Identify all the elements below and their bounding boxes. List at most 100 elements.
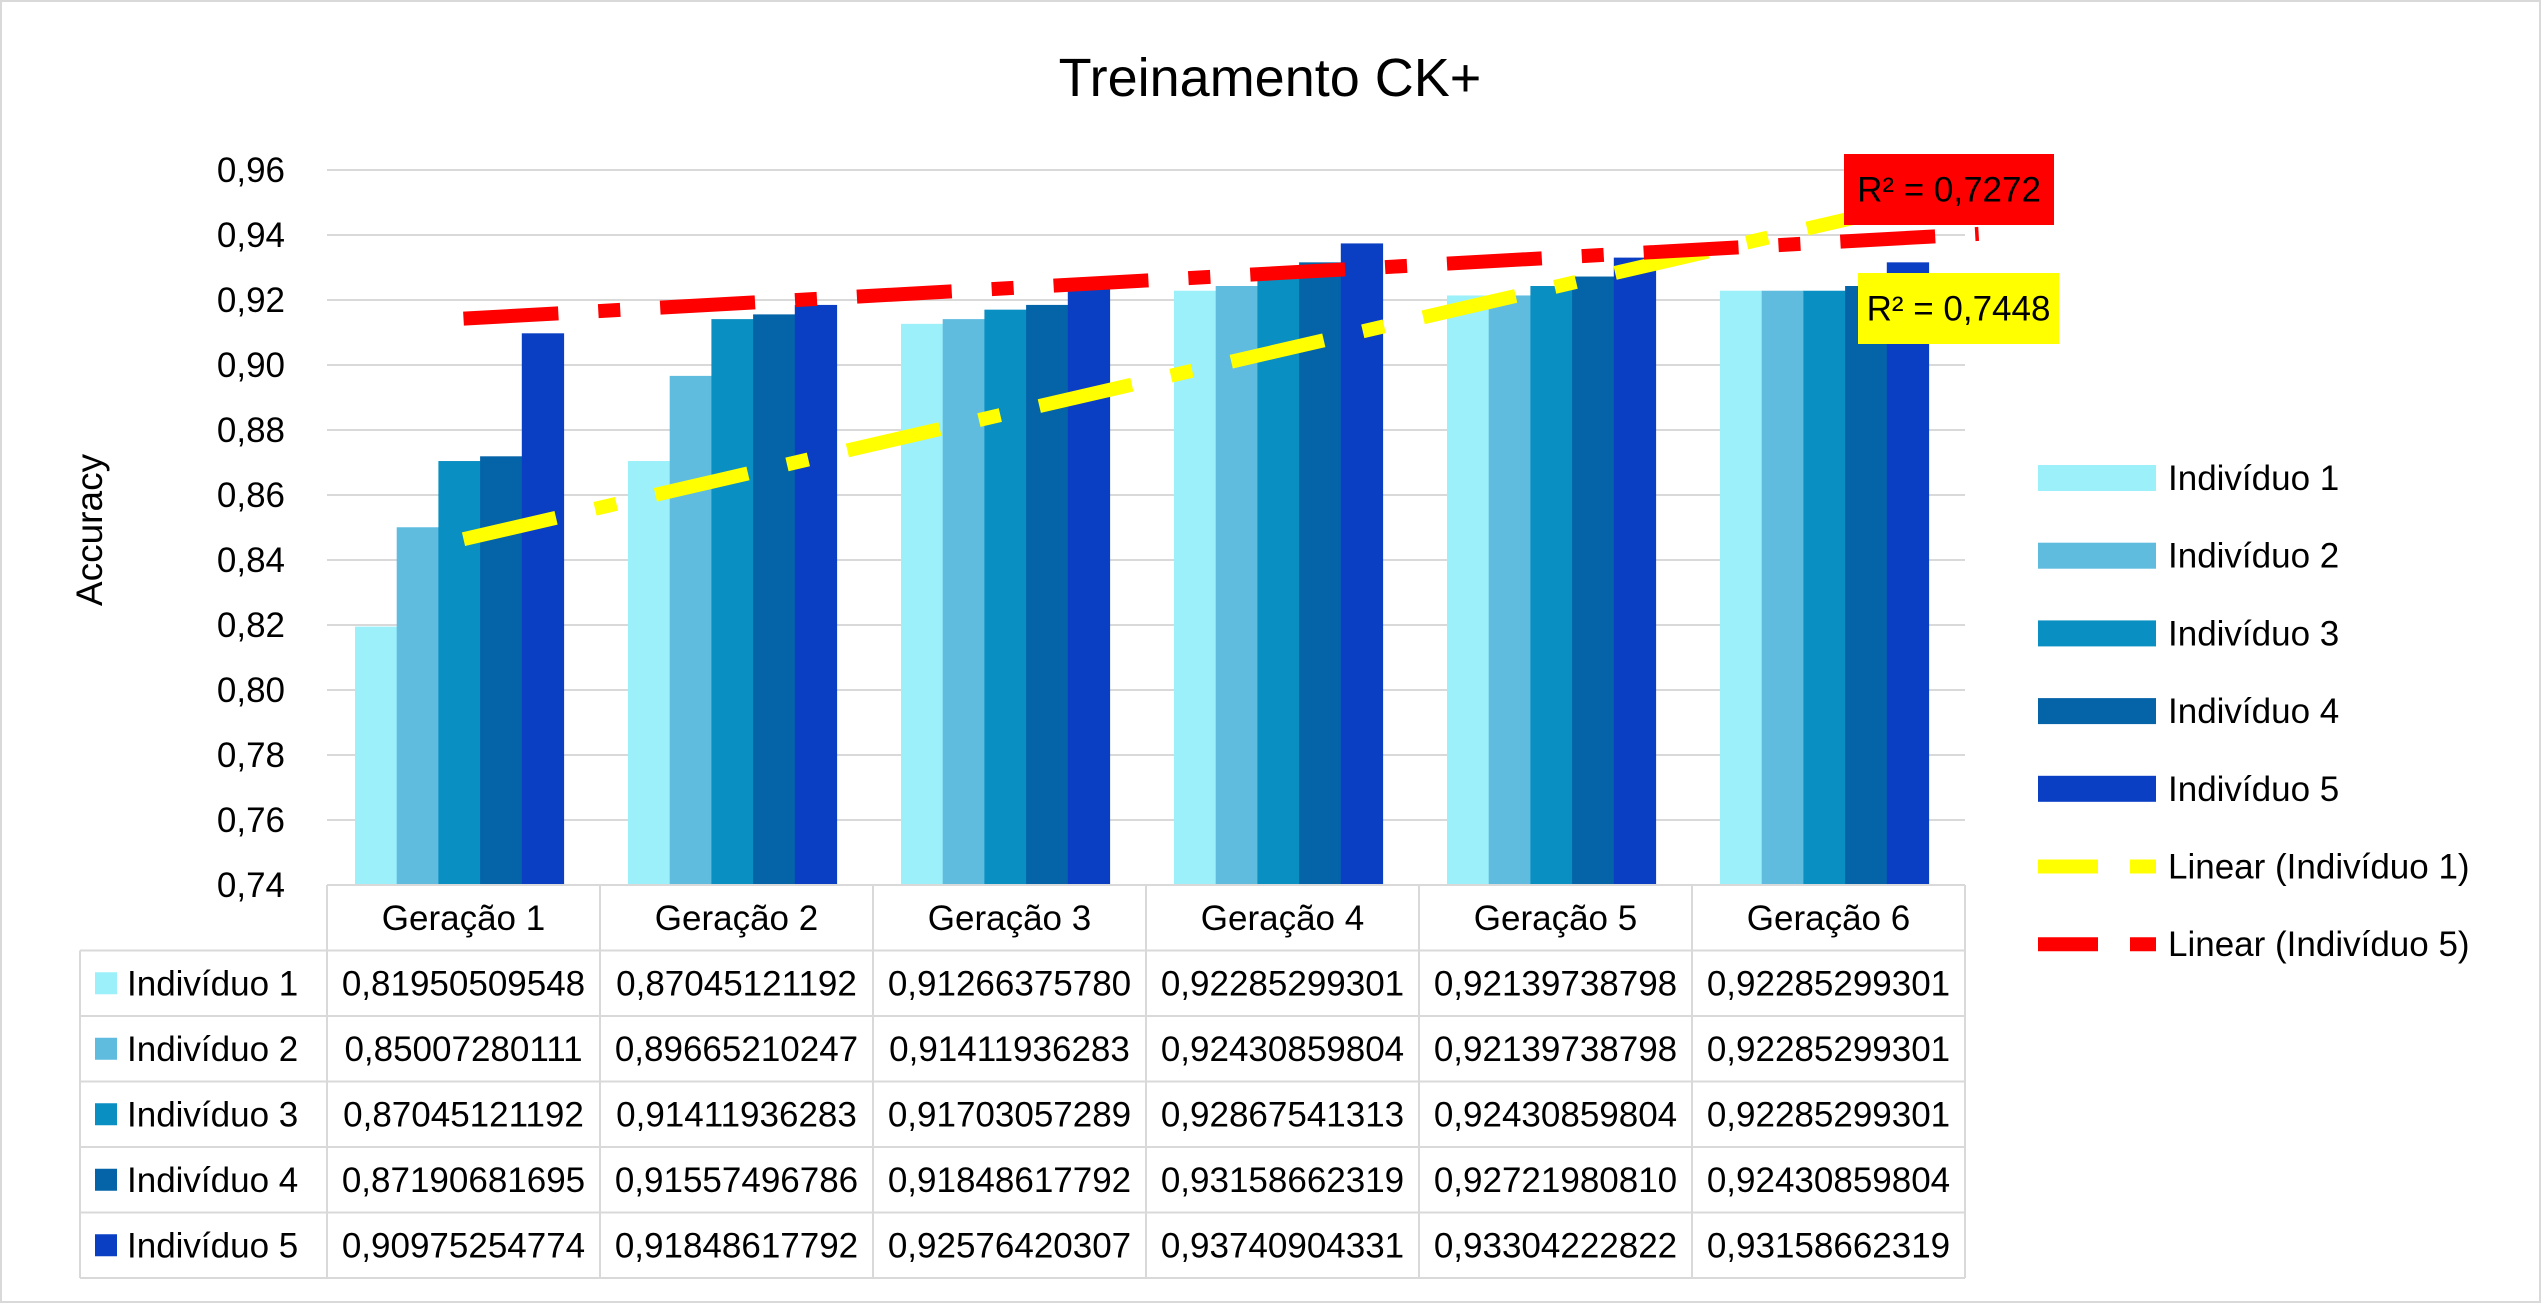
- table-cell-value: 0,91557496786: [615, 1161, 858, 1200]
- gridlines: [327, 169, 1965, 886]
- data-table: Geração 1 Geração 2 Geração 3 Geração 4 Gera…: [79, 884, 1966, 1279]
- bar: [355, 626, 398, 885]
- table-cell-value: 0,92430859804: [1434, 1095, 1677, 1134]
- y-axis-label: Accuracy: [69, 453, 110, 606]
- r-squared-label-box: [1858, 273, 2059, 344]
- table-legend-swatch: [95, 1103, 117, 1126]
- table-cell-value: 0,81950509548: [342, 964, 585, 1003]
- y-tick-label: 0,78: [217, 736, 285, 775]
- bar: [1447, 295, 1490, 885]
- y-tick-label: 0,74: [217, 866, 285, 905]
- category-label: Geração 3: [928, 899, 1091, 938]
- y-tick-label: 0,80: [217, 671, 285, 710]
- table-cell-value: 0,92430859804: [1161, 1030, 1404, 1069]
- y-tick-label: 0,90: [217, 346, 285, 385]
- category-label: Geração 2: [655, 899, 818, 938]
- category-label: Geração 5: [1474, 899, 1637, 938]
- table-cell-value: 0,92430859804: [1707, 1161, 1950, 1200]
- trendline: [461, 182, 1981, 547]
- table-cell-value: 0,89665210247: [615, 1030, 858, 1069]
- table-cell-value: 0,85007280111: [344, 1030, 582, 1069]
- bar: [438, 461, 481, 885]
- y-tick-label: 0,82: [217, 606, 285, 645]
- legend-swatch: [2038, 698, 2156, 725]
- table-legend-swatch: [95, 1168, 117, 1191]
- table-cell-value: 0,91411936283: [616, 1095, 857, 1134]
- table-cell-value: 0,91848617792: [615, 1226, 858, 1265]
- y-tick-label: 0,94: [217, 216, 285, 255]
- category-label: Geração 6: [1747, 899, 1910, 938]
- table-cell-value: 0,92867541313: [1161, 1095, 1404, 1134]
- bar: [1026, 304, 1069, 885]
- bar: [1257, 271, 1300, 885]
- legend-swatch: [2038, 620, 2156, 647]
- bar: [1761, 290, 1804, 885]
- legend-label: Indivíduo 4: [2168, 692, 2339, 731]
- r-squared-label: R² = 0,7272: [1857, 171, 2041, 210]
- legend-swatch: [2038, 775, 2156, 802]
- y-tick-label: 0,92: [217, 281, 285, 320]
- bar: [669, 375, 712, 885]
- table-series-name: Indivíduo 3: [127, 1095, 298, 1134]
- bar: [942, 319, 985, 885]
- legend: Indivíduo 1 Indivíduo 2 Indivíduo 3 Indivíd…: [2038, 459, 2470, 964]
- table-legend-swatch: [95, 1234, 117, 1257]
- table-cell-value: 0,92285299301: [1707, 1095, 1950, 1134]
- table-cell-value: 0,87190681695: [342, 1161, 585, 1200]
- bar: [1530, 285, 1573, 885]
- bar: [1299, 262, 1342, 885]
- bar: [628, 461, 671, 885]
- legend-label: Linear (Indivíduo 1): [2168, 848, 2470, 887]
- r-squared-labels: R² = 0,7448 R² = 0,7272: [1844, 154, 2059, 344]
- bar: [1215, 285, 1258, 885]
- trendline: [463, 226, 1980, 326]
- bar: [1720, 290, 1763, 885]
- y-tick-label: 0,96: [217, 151, 285, 190]
- bar: [1340, 243, 1384, 886]
- table-cell-value: 0,91703057289: [888, 1095, 1131, 1134]
- table-cell-value: 0,92285299301: [1707, 1030, 1950, 1069]
- legend-label: Indivíduo 5: [2168, 770, 2339, 809]
- bar: [1613, 257, 1657, 885]
- bar: [1488, 295, 1531, 885]
- legend-swatch: [2038, 465, 2156, 491]
- table-cell-value: 0,92576420307: [888, 1226, 1131, 1265]
- table-series-name: Indivíduo 4: [127, 1161, 298, 1200]
- legend-swatch: [2038, 542, 2156, 569]
- table-cell-value: 0,91848617792: [888, 1161, 1131, 1200]
- table-cell-value: 0,92721980810: [1434, 1161, 1677, 1200]
- trendlines: [461, 182, 1981, 547]
- bar: [901, 323, 944, 885]
- table-cell-value: 0,93158662319: [1707, 1226, 1950, 1265]
- bars: [355, 243, 1930, 886]
- bar: [1845, 285, 1888, 885]
- table-cell-value: 0,93740904331: [1161, 1226, 1404, 1265]
- table-legend-swatch: [95, 1037, 117, 1060]
- y-tick-labels: 0,96 0,94 0,92 0,90 0,88 0,86 0,84 0,82 0,80 0,78…: [217, 151, 285, 905]
- bar: [1572, 276, 1615, 885]
- table-cell-value: 0,92285299301: [1161, 964, 1404, 1003]
- bar: [1067, 281, 1111, 885]
- y-tick-label: 0,84: [217, 541, 285, 580]
- table-cell-value: 0,92285299301: [1707, 964, 1950, 1003]
- y-tick-label: 0,88: [217, 411, 285, 450]
- bar: [1174, 290, 1217, 885]
- bar: [521, 333, 565, 886]
- legend-label: Indivíduo 1: [2168, 459, 2339, 498]
- bar: [984, 309, 1027, 885]
- table-cell-value: 0,92139738798: [1434, 964, 1677, 1003]
- table-cell-value: 0,87045121192: [343, 1095, 584, 1134]
- bar: [794, 304, 838, 885]
- table-cell-value: 0,87045121192: [616, 964, 857, 1003]
- table-cell-value: 0,91266375780: [888, 964, 1131, 1003]
- y-tick-label: 0,76: [217, 801, 285, 840]
- bar: [1886, 262, 1930, 885]
- table-cell-value: 0,90975254774: [342, 1226, 585, 1265]
- table-series-name: Indivíduo 2: [127, 1030, 298, 1069]
- bar: [711, 319, 754, 885]
- legend-label: Indivíduo 2: [2168, 537, 2339, 576]
- legend-label: Linear (Indivíduo 5): [2168, 925, 2470, 964]
- chart-title: Treinamento CK+: [1059, 48, 1482, 108]
